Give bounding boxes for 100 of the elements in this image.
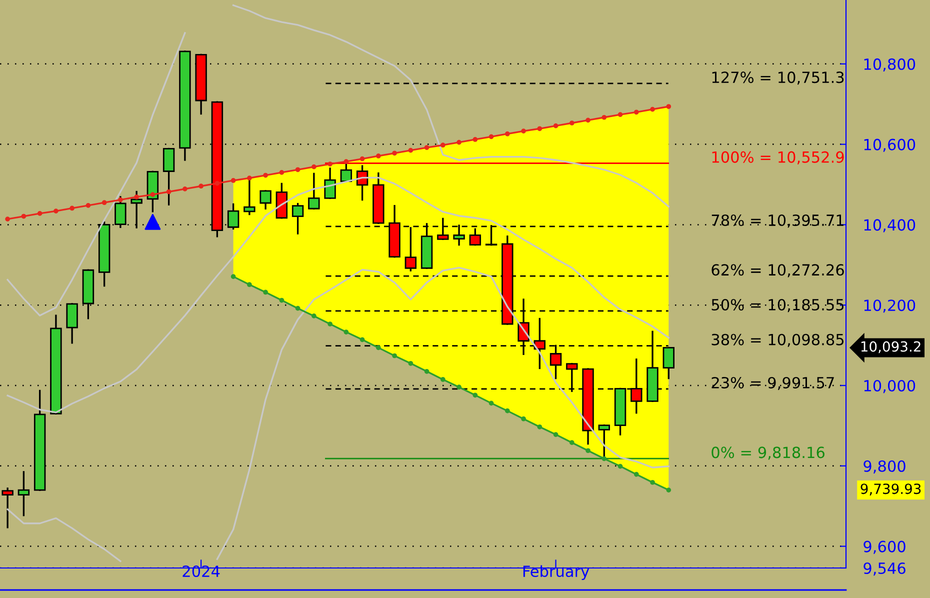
point xyxy=(360,337,365,342)
candlestick xyxy=(534,318,546,370)
point xyxy=(344,159,349,164)
point xyxy=(634,472,639,477)
point xyxy=(504,131,510,136)
candlestick xyxy=(324,168,336,200)
point xyxy=(553,432,558,437)
point xyxy=(214,180,220,186)
point xyxy=(472,392,478,398)
y-tick-label: 10,600 xyxy=(864,138,916,152)
point xyxy=(440,142,446,148)
text: 9,739.93 xyxy=(860,484,921,496)
point xyxy=(5,216,10,222)
point xyxy=(408,360,414,366)
point xyxy=(198,184,204,189)
point xyxy=(247,176,252,181)
point xyxy=(144,214,161,230)
y-tick-label: 10,400 xyxy=(864,219,916,232)
point xyxy=(182,186,188,192)
point xyxy=(472,137,478,142)
point xyxy=(586,118,590,123)
candlestick xyxy=(66,303,78,344)
point xyxy=(247,282,252,288)
point xyxy=(37,211,42,216)
candlestick xyxy=(162,148,175,206)
ref-line-label: 38% = 10,098.85 xyxy=(712,334,844,347)
point xyxy=(311,314,316,318)
point xyxy=(569,120,574,126)
point xyxy=(537,126,542,132)
x-tick-label: February xyxy=(523,565,590,580)
point xyxy=(408,148,414,153)
ref-line-label: 23% = 9,991.57 xyxy=(712,376,834,390)
point xyxy=(650,480,655,485)
point xyxy=(456,384,462,390)
point xyxy=(311,164,316,170)
point xyxy=(263,172,268,178)
point xyxy=(650,106,655,112)
point xyxy=(456,140,462,145)
point xyxy=(634,110,639,115)
point xyxy=(118,197,123,202)
y-tick-label: 9,546 xyxy=(864,562,906,576)
point xyxy=(230,178,236,183)
point xyxy=(602,456,607,462)
point xyxy=(166,189,172,194)
point xyxy=(344,330,349,334)
ref-line-label: 100% = 10,552.9 xyxy=(712,151,844,164)
candlestick xyxy=(292,202,304,234)
candlestick xyxy=(308,172,320,210)
candlestick xyxy=(260,190,272,210)
point xyxy=(360,156,365,162)
point xyxy=(295,167,300,172)
point xyxy=(618,112,623,117)
point xyxy=(230,274,236,279)
point xyxy=(134,194,139,200)
point xyxy=(586,448,590,454)
point xyxy=(279,298,284,303)
point xyxy=(263,290,268,295)
ref-line-label: 127% = 10,751.3 xyxy=(712,72,844,85)
point xyxy=(376,154,381,158)
point xyxy=(553,123,558,128)
point xyxy=(328,322,332,326)
ref-line-label: 78% = 10,395.71 xyxy=(712,214,844,228)
point xyxy=(54,208,58,214)
point xyxy=(602,114,607,120)
point xyxy=(666,488,672,492)
candlestick xyxy=(2,488,14,528)
point xyxy=(488,400,494,406)
point xyxy=(424,145,430,150)
ref-line-label: 62% = 10,272.26 xyxy=(712,264,844,278)
point xyxy=(440,377,446,382)
candlestick xyxy=(18,471,30,516)
point xyxy=(279,170,284,175)
point xyxy=(376,345,381,350)
point xyxy=(666,104,672,109)
point xyxy=(521,416,526,422)
candlestick xyxy=(404,227,417,272)
point xyxy=(392,353,397,358)
point xyxy=(392,150,397,156)
point xyxy=(295,306,300,311)
y-tick-label: 10,800 xyxy=(864,58,916,72)
y-tick-label: 9,800 xyxy=(864,460,906,474)
point xyxy=(618,464,623,469)
ref-line-label: 50% = 10,185.55 xyxy=(712,298,844,312)
point xyxy=(537,424,542,430)
point xyxy=(150,192,156,197)
y-tick-label: 10,200 xyxy=(864,300,916,313)
point xyxy=(86,202,91,208)
text: 10,093.2 xyxy=(861,341,920,354)
y-tick-label: 10,000 xyxy=(864,380,916,394)
point xyxy=(424,369,430,374)
point xyxy=(21,214,26,219)
ref-line-label: 0% = 9,818.16 xyxy=(712,446,824,460)
point xyxy=(70,206,75,211)
point xyxy=(569,440,574,446)
point xyxy=(521,128,526,134)
candlestick xyxy=(598,424,610,460)
point xyxy=(102,200,107,206)
point xyxy=(328,162,332,166)
y-tick-label: 9,600 xyxy=(864,540,906,554)
point xyxy=(488,134,494,140)
